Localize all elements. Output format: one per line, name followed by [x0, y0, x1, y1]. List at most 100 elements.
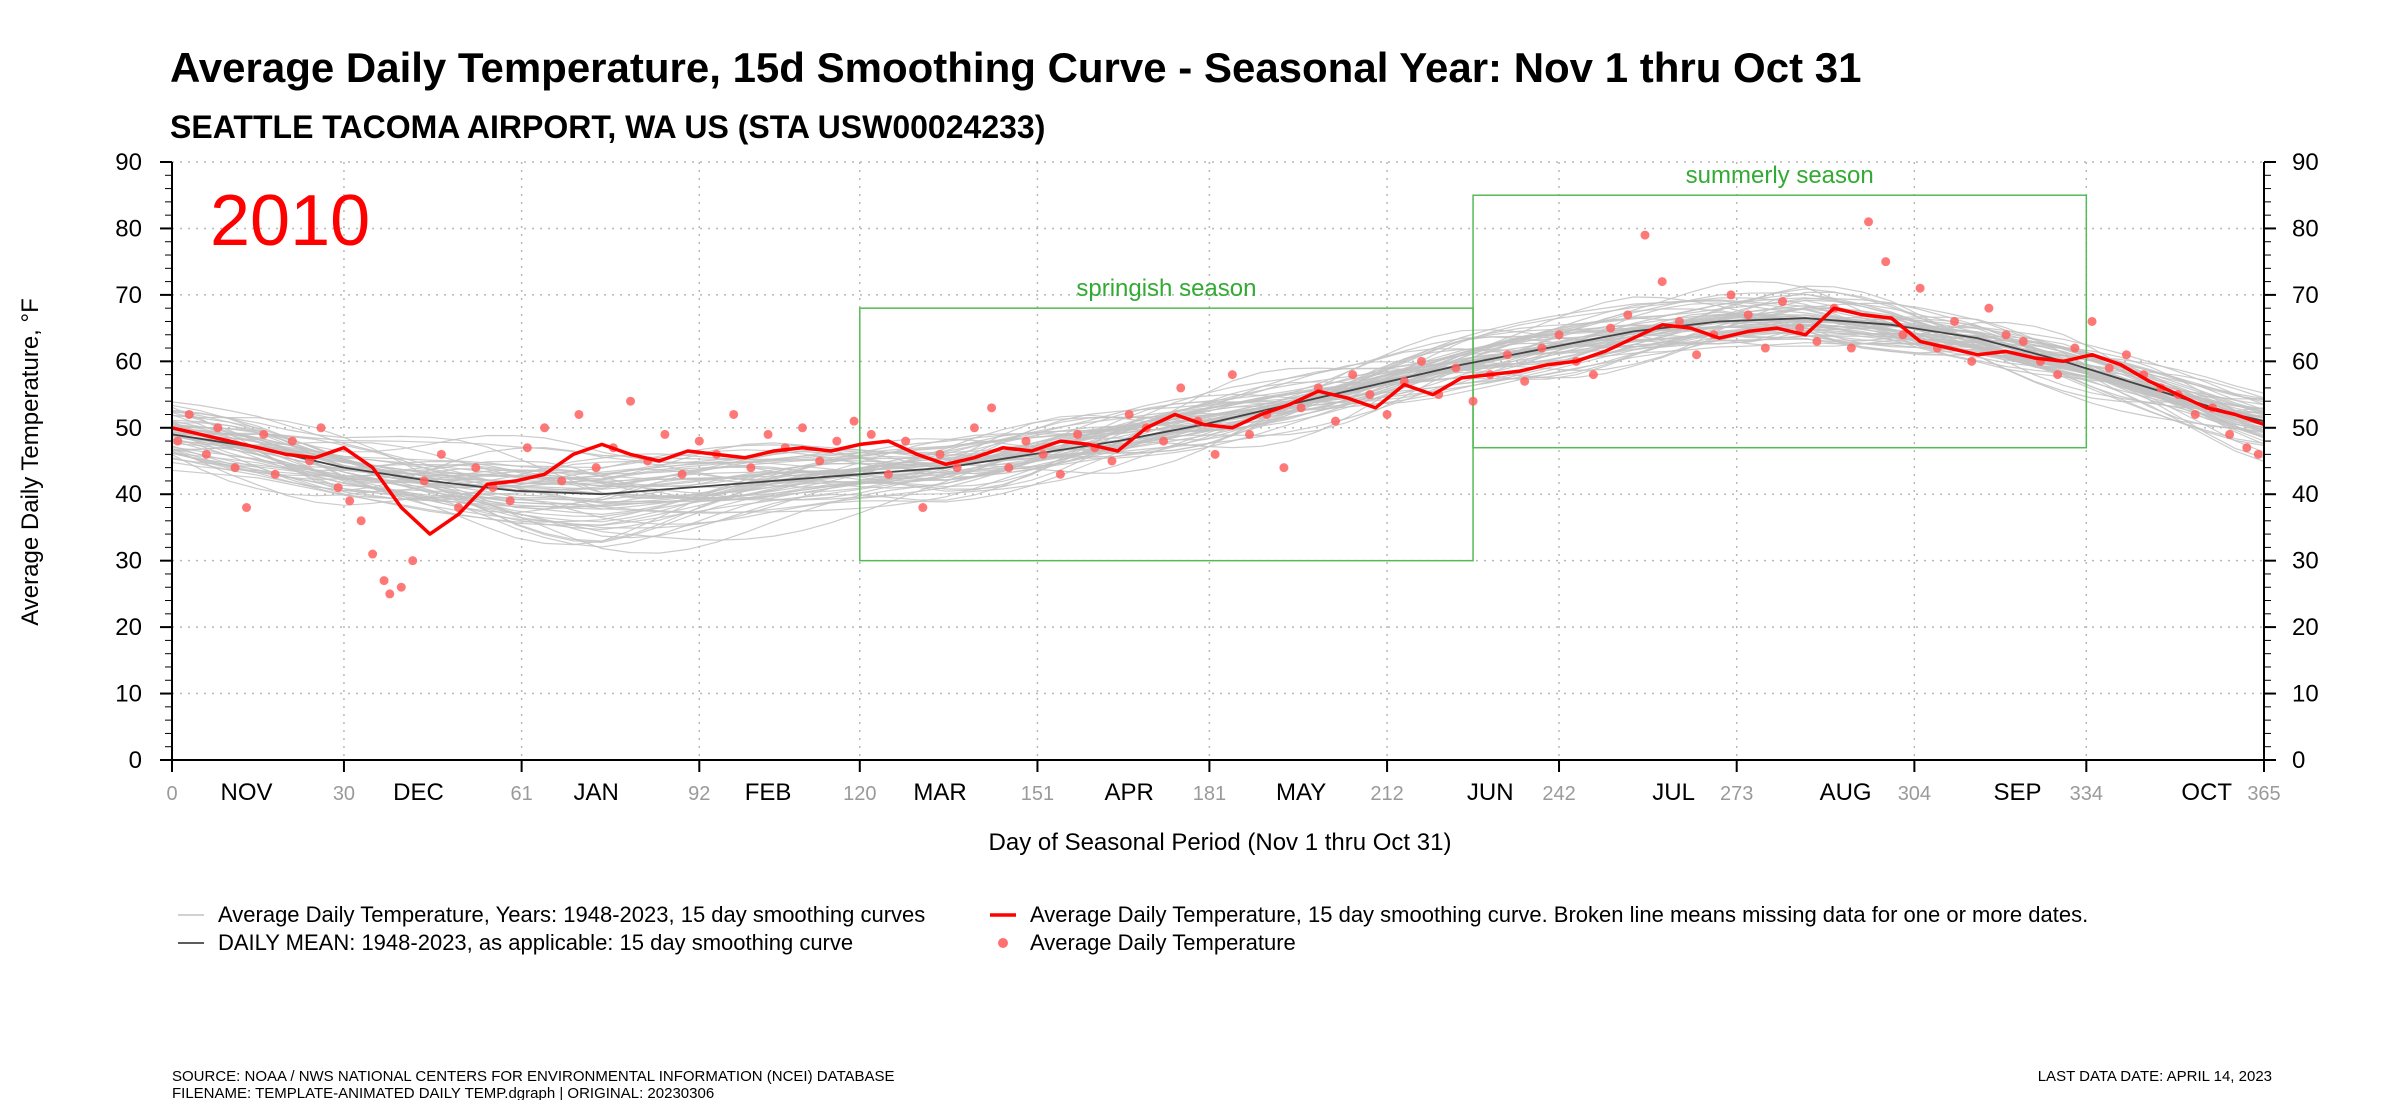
historical-curve: [171, 280, 2265, 500]
x-month-label: MAR: [913, 779, 966, 806]
legend-label: DAILY MEAN: 1948-2023, as applicable: 15…: [218, 930, 853, 955]
daily-point: [356, 516, 366, 526]
y-tick-label-left: 30: [115, 548, 142, 575]
y-tick-label-left: 50: [115, 415, 142, 442]
daily-point: [866, 429, 876, 439]
daily-point: [1451, 363, 1461, 373]
x-month-label: JAN: [573, 779, 618, 806]
daily-point: [1279, 463, 1289, 473]
y-tick-label-right: 20: [2292, 614, 2319, 641]
daily-point: [1520, 376, 1530, 386]
daily-point: [522, 443, 532, 453]
daily-point: [694, 436, 704, 446]
daily-point: [505, 496, 515, 506]
daily-point: [2121, 350, 2131, 360]
daily-point: [345, 496, 355, 506]
daily-point: [1588, 370, 1598, 380]
x-month-label: FEB: [745, 779, 792, 806]
historical-curve: [171, 288, 2265, 475]
daily-point: [471, 463, 481, 473]
daily-point: [1399, 376, 1409, 386]
daily-point: [184, 409, 194, 419]
daily-point: [1537, 343, 1547, 353]
daily-point: [1606, 323, 1616, 333]
daily-mean-curve: [171, 317, 2265, 496]
daily-point: [333, 483, 343, 493]
y-tick-label-right: 50: [2292, 415, 2319, 442]
daily-point: [230, 463, 240, 473]
daily-point: [379, 576, 389, 586]
daily-point: [2242, 443, 2252, 453]
historical-curve: [171, 338, 2265, 526]
gridlines: [171, 161, 2265, 760]
daily-point: [1967, 356, 1977, 366]
x-month-label: NOV: [221, 779, 273, 806]
daily-point: [259, 429, 269, 439]
historical-curve: [171, 291, 2265, 502]
y-tick-label-right: 70: [2292, 282, 2319, 309]
historical-curve: [171, 325, 2265, 518]
legend-label: Average Daily Temperature: [1030, 930, 1296, 955]
y-tick-label-right: 30: [2292, 548, 2319, 575]
x-day-tick-label: 181: [1193, 783, 1226, 805]
x-day-tick-label: 92: [688, 783, 710, 805]
x-day-tick-label: 334: [2070, 783, 2103, 805]
daily-point: [287, 436, 297, 446]
daily-point: [574, 409, 584, 419]
daily-point: [201, 449, 211, 459]
daily-point: [2018, 336, 2028, 346]
daily-point: [1674, 316, 1684, 326]
daily-point: [1778, 297, 1788, 307]
daily-point: [1107, 456, 1117, 466]
daily-point: [763, 429, 773, 439]
daily-point: [969, 423, 979, 433]
footer-last-data-date: LAST DATA DATE: APRIL 14, 2023: [2038, 1068, 2272, 1085]
x-month-label: JUL: [1652, 779, 1695, 806]
daily-point: [242, 503, 252, 513]
daily-point: [540, 423, 550, 433]
daily-point: [1623, 310, 1633, 320]
daily-point: [1760, 343, 1770, 353]
daily-point: [1124, 409, 1134, 419]
chart-title: Average Daily Temperature, 15d Smoothing…: [170, 44, 1861, 91]
season-label: summerly season: [1686, 162, 1874, 189]
y-tick-label-left: 60: [115, 348, 142, 375]
daily-point: [1055, 469, 1065, 479]
x-month-label: APR: [1104, 779, 1153, 806]
daily-point: [2225, 429, 2235, 439]
daily-point: [746, 463, 756, 473]
daily-point: [591, 463, 601, 473]
daily-point: [1881, 257, 1891, 267]
year-label: 2010: [210, 181, 370, 261]
x-month-label: JUN: [1467, 779, 1514, 806]
footer-filename: FILENAME: TEMPLATE-ANIMATED DAILY TEMP.d…: [172, 1085, 714, 1100]
x-day-tick-label: 151: [1021, 783, 1054, 805]
x-day-tick-label: 0: [166, 783, 177, 805]
daily-point: [1812, 336, 1822, 346]
legend-label: Average Daily Temperature, Years: 1948-2…: [218, 902, 925, 927]
daily-point: [1416, 356, 1426, 366]
y-tick-label-right: 0: [2292, 747, 2305, 774]
x-day-tick-label: 212: [1370, 783, 1403, 805]
daily-point: [1743, 310, 1753, 320]
daily-point: [1657, 277, 1667, 287]
daily-point: [385, 589, 395, 599]
daily-point: [729, 409, 739, 419]
x-day-tick-label: 365: [2247, 783, 2280, 805]
x-day-tick-label: 61: [510, 783, 532, 805]
y-axis-title: Average Daily Temperature, °F: [17, 298, 44, 626]
x-day-tick-label: 30: [333, 783, 355, 805]
daily-point: [1640, 230, 1650, 240]
y-tick-label-left: 20: [115, 614, 142, 641]
daily-point: [1365, 390, 1375, 400]
legend-swatch-point: [998, 938, 1008, 948]
daily-point: [1795, 323, 1805, 333]
y-tick-label-left: 0: [129, 747, 142, 774]
daily-point: [1330, 416, 1340, 426]
daily-point: [1159, 436, 1169, 446]
x-month-label: SEP: [1994, 779, 2042, 806]
y-tick-label-right: 10: [2292, 681, 2319, 708]
daily-mean-layer: [171, 317, 2265, 496]
